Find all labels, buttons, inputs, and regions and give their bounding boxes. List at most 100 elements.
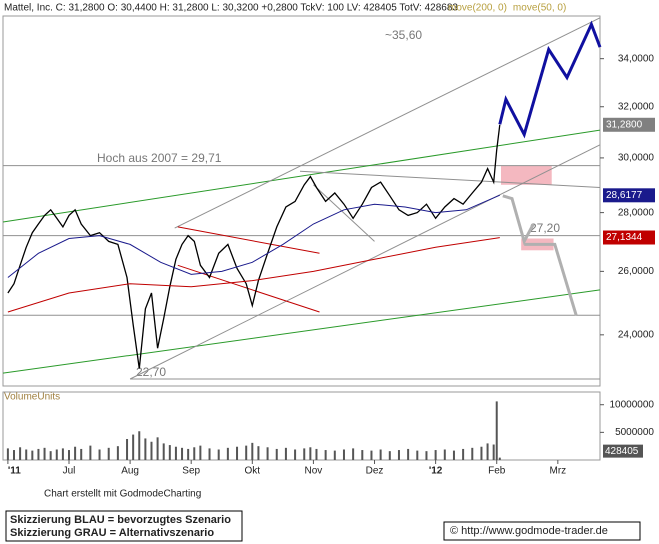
- volume-bar: [55, 449, 58, 460]
- volume-bar: [98, 449, 101, 460]
- trend-line: [2, 129, 601, 223]
- volume-tick-label: 10000000: [610, 399, 655, 410]
- volume-bar: [486, 443, 489, 460]
- volume-bar: [138, 431, 141, 460]
- y-tick-label: 24,0000: [618, 329, 655, 340]
- trend-line: [129, 144, 601, 380]
- price-tag: [603, 117, 655, 132]
- volume-bar: [352, 448, 355, 460]
- x-tick-label: '11: [8, 466, 21, 477]
- legend-box: [5, 510, 243, 542]
- volume-bar: [80, 448, 83, 460]
- moving-average: [7, 194, 500, 278]
- volume-bar: [480, 446, 483, 460]
- trend-line: [313, 184, 375, 242]
- volume-label: VolumeUnits: [4, 392, 60, 403]
- volume-bar: [361, 450, 364, 460]
- copyright-box: [443, 521, 641, 541]
- x-tick-label: Jul: [63, 466, 76, 477]
- volume-bar: [257, 446, 260, 460]
- trend-line: [2, 289, 601, 374]
- level-label: Hoch aus 2007 = 29,71: [97, 151, 222, 165]
- volume-bar: [150, 441, 153, 460]
- volume-bar: [43, 447, 46, 460]
- price-tag-label: 28,6177: [606, 190, 643, 201]
- volume-bar: [67, 450, 70, 460]
- volume-bar: [315, 448, 318, 460]
- volume-bar: [19, 447, 22, 460]
- legend-line: Skizzierung GRAU = Alternativszenario: [10, 527, 214, 539]
- volume-bar: [226, 447, 229, 460]
- volume-bar: [251, 442, 254, 460]
- volume-bar: [74, 446, 77, 460]
- volume-bar: [25, 449, 28, 460]
- x-tick-label: Dez: [366, 466, 384, 477]
- volume-bar: [498, 457, 501, 460]
- volume-bar: [266, 447, 269, 460]
- volume-bar: [452, 450, 455, 460]
- x-tick-label: Okt: [245, 466, 261, 477]
- price-line: [7, 124, 501, 369]
- level-label: 22,70: [136, 365, 166, 379]
- scenario-line: [524, 242, 578, 316]
- volume-bar: [116, 446, 119, 460]
- trend-line: [299, 170, 601, 188]
- volume-bar: [193, 447, 196, 460]
- volume-bar: [416, 450, 419, 460]
- volume-bar: [12, 450, 15, 460]
- volume-bar: [443, 449, 446, 460]
- volume-bar: [324, 450, 327, 460]
- volume-bar: [132, 434, 135, 460]
- volume-bar: [126, 438, 129, 460]
- volume-bar: [6, 448, 9, 460]
- volume-bar: [309, 447, 312, 460]
- volume-bar: [495, 401, 498, 460]
- footer: Chart erstellt mit GodmodeCharting: [44, 489, 201, 500]
- volume-bar: [425, 451, 428, 460]
- volume-bar: [379, 449, 382, 460]
- trend-line: [177, 226, 320, 254]
- x-tick-label: Nov: [305, 466, 323, 477]
- moving-average: [7, 237, 500, 313]
- legend-entry: move(50, 0): [513, 3, 566, 14]
- volume-bar: [492, 444, 495, 460]
- volume-bar: [303, 448, 306, 460]
- volume-bar: [174, 446, 177, 460]
- volume-bar: [434, 450, 437, 460]
- x-tick-label: '12: [429, 466, 443, 477]
- legend-line: Skizzierung BLAU = bevorzugtes Szenario: [10, 514, 231, 526]
- volume-bar: [471, 447, 474, 460]
- volume-bar: [89, 445, 92, 460]
- volume-bar: [236, 446, 239, 460]
- volume-tag-label: 428405: [605, 446, 639, 457]
- scenario-line: [498, 20, 602, 139]
- volume-bar: [397, 450, 400, 460]
- volume-bar: [407, 448, 410, 460]
- chart-title: Mattel, Inc. C: 31,2800 O: 30,4400 H: 31…: [4, 3, 458, 14]
- volume-bar: [162, 443, 165, 460]
- annotation: ~35,60: [385, 28, 422, 42]
- price-tag: [603, 188, 655, 203]
- volume-bar: [49, 451, 52, 460]
- y-tick-label: 26,0000: [618, 266, 655, 277]
- volume-bar: [199, 445, 202, 460]
- volume-bar: [388, 451, 391, 460]
- volume-tag: [603, 444, 643, 458]
- legend-entry: move(200, 0): [448, 3, 507, 14]
- y-tick-label: 32,0000: [618, 101, 655, 112]
- price-tag-label: 27,1344: [606, 232, 643, 243]
- volume-bar: [107, 447, 110, 460]
- volume-tick-label: 5000000: [615, 427, 654, 438]
- level-label: 27,20: [530, 221, 560, 235]
- volume-bar: [284, 447, 287, 460]
- trend-line: [174, 17, 601, 229]
- y-tick-label: 30,0000: [618, 153, 655, 164]
- volume-bar: [342, 449, 345, 460]
- scenario-line: [502, 194, 535, 246]
- volume-bar: [61, 448, 64, 460]
- x-tick-label: Feb: [488, 466, 506, 477]
- target-zone: [501, 165, 552, 185]
- volume-bar: [187, 448, 190, 460]
- volume-bar: [294, 449, 297, 460]
